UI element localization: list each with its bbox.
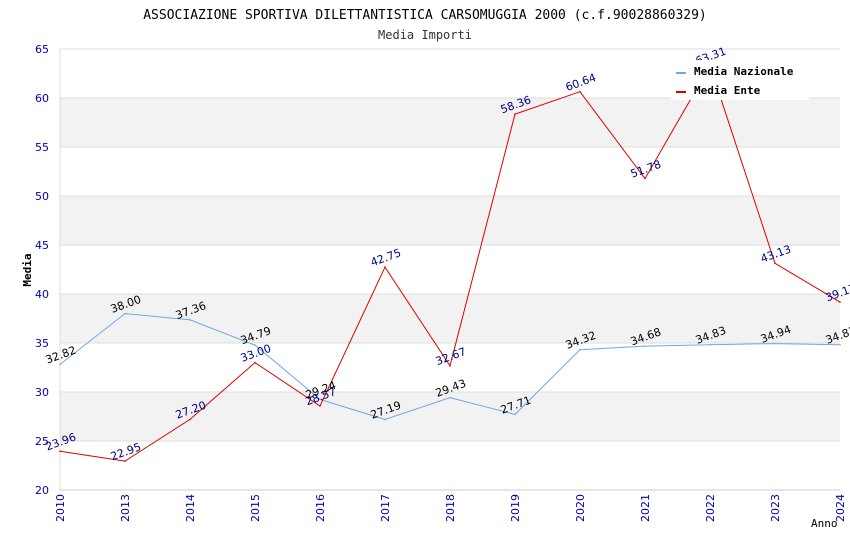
x-tick-label: 2015 (249, 494, 262, 522)
x-tick-label: 2013 (119, 494, 132, 522)
data-point (644, 345, 646, 347)
y-tick-label: 20 (35, 484, 49, 497)
data-point (579, 348, 581, 351)
x-tick-label: 2023 (769, 494, 782, 522)
data-point (644, 177, 646, 180)
x-axis-ticks: 2010 2013 2014 2015 2016 2017 2018 2019 2020 2021… (54, 494, 847, 522)
y-tick-label: 25 (35, 435, 49, 448)
data-point (124, 460, 126, 462)
x-tick-label: 2021 (639, 494, 652, 522)
data-point (514, 113, 516, 115)
data-label: 60.64 (564, 71, 598, 94)
data-point (254, 361, 256, 364)
data-label: 22.95 (109, 440, 143, 463)
legend: Media Nazionale Media Ente (671, 60, 809, 100)
data-point (189, 418, 191, 421)
x-tick-label: 2014 (184, 494, 197, 522)
grid-band (60, 98, 840, 147)
legend-label-media-ente: Media Ente (694, 84, 761, 97)
data-point (774, 342, 776, 345)
data-label: 43.13 (759, 243, 793, 266)
data-point (839, 301, 841, 303)
grid-band (60, 294, 840, 343)
data-point (59, 450, 61, 452)
data-point (124, 312, 126, 315)
data-point (449, 396, 451, 399)
grid-bands (60, 98, 840, 441)
y-axis-label: Media (21, 253, 34, 286)
x-tick-label: 2010 (54, 494, 67, 522)
data-point (319, 405, 321, 407)
chart-title: ASSOCIAZIONE SPORTIVA DILETTANTISTICA CA… (143, 8, 707, 23)
data-point (449, 365, 451, 367)
y-tick-label: 40 (35, 288, 49, 301)
legend-label-media-nazionale: Media Nazionale (694, 65, 794, 78)
legend-box (671, 60, 809, 100)
data-point (189, 319, 191, 321)
y-tick-label: 30 (35, 386, 49, 399)
data-point (579, 90, 581, 93)
y-tick-label: 60 (35, 92, 49, 105)
data-point (709, 343, 711, 346)
data-point (514, 413, 516, 416)
data-point (384, 418, 386, 421)
data-label: 39.17 (824, 281, 850, 304)
x-tick-label: 2019 (509, 494, 522, 522)
x-tick-label: 2020 (574, 494, 587, 522)
y-tick-label: 35 (35, 337, 49, 350)
y-tick-label: 50 (35, 190, 49, 203)
y-tick-label: 45 (35, 239, 49, 252)
x-tick-label: 2018 (444, 494, 457, 522)
data-point (59, 363, 61, 366)
data-point (774, 262, 776, 265)
x-tick-label: 2017 (379, 494, 392, 522)
data-point (254, 344, 256, 346)
grid-band (60, 392, 840, 441)
data-label: 42.75 (369, 246, 403, 269)
grid-band (60, 196, 840, 245)
x-axis-label: Anno (811, 517, 838, 530)
data-point (839, 343, 841, 346)
x-tick-label: 2024 (834, 494, 847, 522)
data-point (384, 266, 386, 268)
x-tick-label: 2016 (314, 494, 327, 522)
y-tick-label: 65 (35, 43, 49, 56)
x-tick-label: 2022 (704, 494, 717, 522)
chart-subtitle: Media Importi (378, 28, 472, 42)
y-tick-label: 55 (35, 141, 49, 154)
data-point (319, 398, 321, 401)
y-axis-ticks: 20 25 30 35 40 45 50 55 60 65 (35, 43, 49, 497)
